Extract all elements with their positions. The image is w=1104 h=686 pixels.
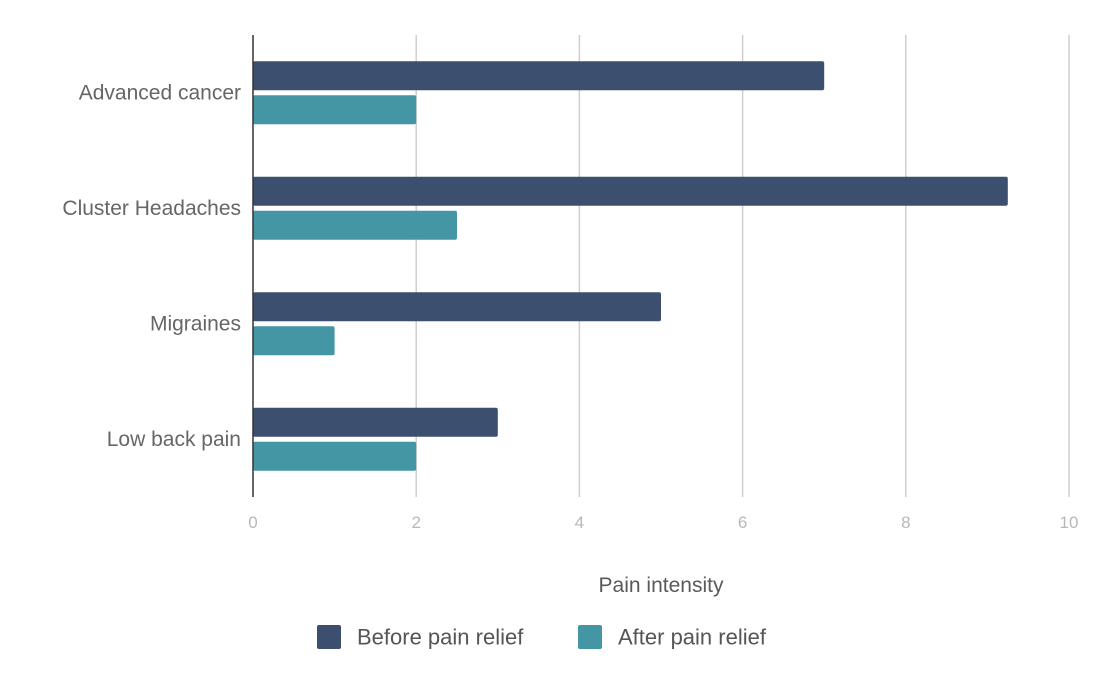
x-tick-label: 0 <box>248 513 257 532</box>
bar-after-0 <box>253 95 417 125</box>
bar-before-3 <box>253 407 498 437</box>
bar-before-0 <box>253 61 825 91</box>
category-label: Advanced cancer <box>79 81 241 104</box>
x-axis-title: Pain intensity <box>599 574 724 597</box>
x-tick-label: 4 <box>575 513 584 532</box>
bar-before-2 <box>253 292 661 322</box>
x-tick-label: 8 <box>901 513 910 532</box>
legend-swatch-0 <box>317 625 341 649</box>
x-tick-labels: 0 2 4 6 8 10 <box>248 513 1078 532</box>
legend: Before pain relief After pain relief <box>317 625 767 650</box>
x-tick-label: 2 <box>411 513 420 532</box>
category-label: Migraines <box>150 312 241 335</box>
category-label: Cluster Headaches <box>62 197 241 220</box>
bar-after-1 <box>253 210 457 240</box>
bars <box>253 61 1008 471</box>
bar-before-1 <box>253 176 1008 206</box>
x-tick-label: 10 <box>1060 513 1079 532</box>
gridlines <box>415 35 1070 497</box>
bar-after-2 <box>253 326 335 356</box>
category-label: Low back pain <box>107 428 241 451</box>
legend-label-1: After pain relief <box>618 625 767 650</box>
category-labels: Advanced cancer Cluster Headaches Migraine… <box>62 81 241 451</box>
legend-label-0: Before pain relief <box>357 625 524 650</box>
legend-swatch-1 <box>578 625 602 649</box>
bar-after-3 <box>253 441 417 471</box>
x-tick-label: 6 <box>738 513 747 532</box>
